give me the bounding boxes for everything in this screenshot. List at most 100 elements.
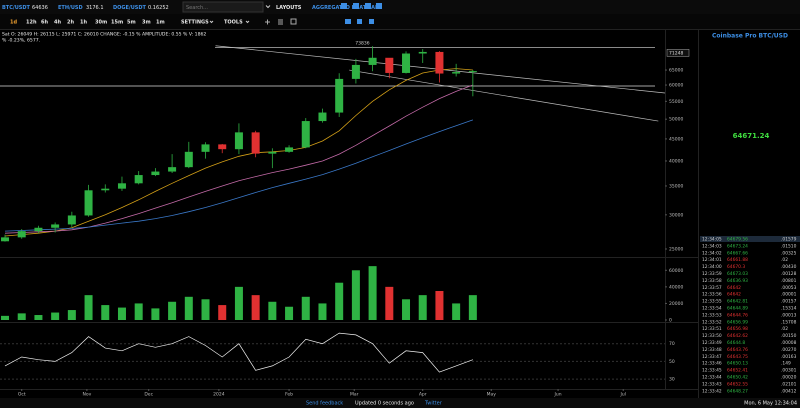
twitter-link[interactable]: Twitter [424,401,443,407]
timeframe-button[interactable]: 1h [80,19,87,25]
ticker-symbol[interactable]: BTC/USDT [2,5,31,11]
trade-price: 64642 [727,292,741,298]
y-tick-label: 70 [669,341,675,347]
timeframe-button[interactable]: 4h [54,19,61,25]
candle-body [268,151,277,154]
volume-bar [134,303,143,320]
rsi-line [4,332,474,373]
trade-size: .00163 [781,354,797,360]
ticker-price: 0.16252 [148,5,169,11]
trade-price: 64673.03 [727,271,748,277]
dropdown-icon[interactable] [265,5,271,9]
y-tick-label: 40000 [669,158,683,164]
trade-price: 64642.62 [727,333,748,339]
volume-bar [402,299,411,320]
tools-menu[interactable]: TOOLS [224,19,243,25]
tool-icon[interactable] [290,18,297,25]
settings-menu[interactable]: SETTINGS [181,19,209,25]
icon-button[interactable] [341,3,347,9]
icon-button[interactable] [353,3,359,9]
volume-bar [67,310,76,320]
trade-time: 12:33:58 [702,278,722,284]
y-tick-label: 20000 [669,301,683,307]
price-marker-box [666,49,690,57]
candle-body [117,183,126,189]
icon-button[interactable] [376,3,382,9]
candle-body [67,215,76,225]
trade-price: 64656.99 [727,319,748,325]
trade-size: .00013 [781,312,797,318]
volume-bar [101,305,110,320]
timeframe-button[interactable]: 30m [95,19,107,25]
trade-time: 12:33:47 [702,354,722,360]
x-tick-label: Nov [82,392,91,398]
volume-bar [418,295,427,320]
volume-bar [368,266,377,320]
candle-body [151,171,160,176]
peak-label: 73836 [355,41,369,47]
heatmap-link[interactable]: AGGREGATED HEATMAP [312,5,379,11]
trade-time: 12:33:50 [702,333,722,339]
timeframe-button[interactable]: 1d [10,19,17,25]
volume-bar [84,295,93,320]
y-tick-label: 45000 [669,136,683,142]
trade-time: 12:33:48 [702,347,722,353]
candle-body [201,144,210,152]
y-tick-label: 30000 [669,212,683,218]
trade-size: .01579 [781,237,797,243]
candle-body [368,57,377,65]
trade-price: 64650.13 [727,361,748,367]
candle-body [435,51,444,74]
candle-body [218,144,227,150]
tool-icon[interactable] [357,19,362,24]
tool-icon[interactable] [369,19,374,24]
search-input[interactable] [182,1,264,13]
trade-price: 64652.55 [727,381,748,387]
sidebar-title: Coinbase Pro BTC/USD [712,33,788,40]
camera-icon[interactable] [345,19,351,24]
candle-body [402,53,411,73]
x-tick-label: Feb [285,392,293,398]
trend-line [349,69,659,122]
tool-icons[interactable] [265,19,283,25]
trade-time: 12:33:52 [702,319,722,325]
timeframe-button[interactable]: 15m [111,19,123,25]
search-placeholder: Search... [186,5,208,11]
volume-bar [435,291,444,320]
trade-time: 12:33:57 [702,285,722,291]
volume-bar [385,286,394,320]
timeframe-button[interactable]: 12h [26,19,37,25]
volume-bar [168,301,177,320]
volume-bar [117,307,126,320]
ticker-symbol[interactable]: ETH/USD [58,5,83,11]
trade-price: 64648.27 [727,388,748,394]
layouts-menu[interactable]: LAYOUTS [276,5,302,11]
feedback-link[interactable]: Send feedback [306,401,343,407]
ticker-symbol[interactable]: DOGE/USDT [113,5,147,11]
candle-body [301,121,310,148]
timeframe-button[interactable]: 5m [127,19,136,25]
candle-body [84,190,93,216]
dropdown-icon [209,20,250,24]
trade-price: 64644.76 [727,312,748,318]
trade-size: .149 [781,361,791,367]
icon-button[interactable] [365,3,371,9]
timeframe-button[interactable]: 2h [67,19,74,25]
volume-bar [201,299,210,320]
trade-time: 12:33:46 [702,361,722,367]
ohlc-info: % -0.23%, 6577. [2,38,40,44]
volume-bar [268,301,277,320]
trade-size: .01510 [781,243,797,249]
trade-time: 12:34:05 [702,237,722,243]
x-tick-label: 2024 [213,392,225,398]
x-tick-label: Mar [350,392,359,398]
timeframe-button[interactable]: 6h [41,19,48,25]
timeframe-button[interactable]: 3m [142,19,151,25]
x-tick-label: Oct [18,392,26,398]
trade-price: 64679.56 [727,237,748,243]
x-tick-label: Jun [554,392,562,398]
volume-bar [151,308,160,320]
y-tick-label: 55000 [669,99,683,105]
timeframe-button[interactable]: 1m [156,19,165,25]
